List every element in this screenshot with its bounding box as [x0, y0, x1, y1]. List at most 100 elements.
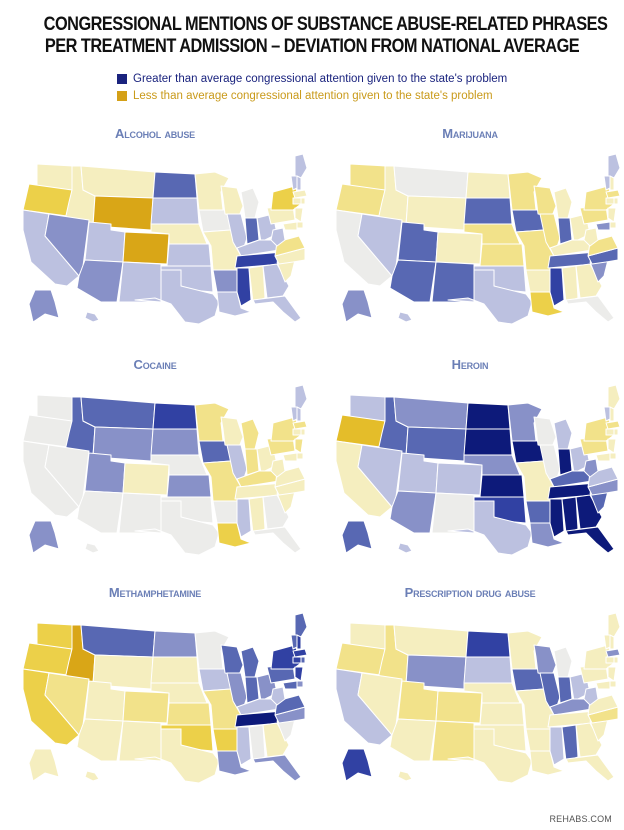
state-az: [389, 259, 437, 303]
state-in: [244, 217, 260, 245]
state-mi: [240, 646, 260, 678]
state-ri: [300, 428, 306, 436]
state-de: [609, 452, 617, 460]
state-az: [76, 259, 124, 303]
state-wi: [220, 416, 244, 448]
state-ga: [575, 263, 603, 299]
map-marijuana: [335, 153, 621, 325]
legend: Greater than average congressional atten…: [117, 70, 507, 104]
state-ma: [605, 420, 621, 430]
state-ri: [300, 197, 306, 205]
state-co: [122, 231, 170, 265]
state-nj: [294, 207, 304, 223]
state-ak: [28, 748, 60, 782]
state-me: [607, 384, 621, 410]
map-alcohol-abuse: [22, 153, 308, 325]
map-prescription-drug-abuse: [335, 612, 621, 784]
source-credit: REHABS.COM: [549, 814, 612, 824]
state-ms: [549, 726, 565, 766]
state-fl: [252, 754, 302, 782]
state-wi: [220, 185, 244, 217]
state-md: [595, 680, 611, 690]
state-al: [561, 496, 579, 534]
state-wi: [533, 416, 557, 448]
state-wv: [270, 227, 286, 247]
state-co: [122, 462, 170, 496]
map-title-marijuana: Marijuana: [442, 126, 498, 141]
state-wv: [270, 458, 286, 478]
state-ga: [262, 722, 290, 758]
state-nj: [294, 438, 304, 454]
state-nm: [118, 261, 162, 303]
map-heroin: [335, 384, 621, 556]
state-hi: [397, 311, 413, 323]
state-fl: [565, 754, 615, 782]
state-ms: [236, 498, 252, 538]
state-fl: [565, 526, 615, 554]
state-wi: [533, 644, 557, 676]
map-title-prescription-drug-abuse: Prescription drug abuse: [404, 585, 536, 600]
state-sd: [463, 197, 513, 225]
state-ri: [613, 197, 619, 205]
state-co: [122, 690, 170, 724]
state-nh: [296, 634, 302, 650]
state-ga: [262, 263, 290, 299]
state-mt: [393, 624, 469, 658]
state-de: [296, 221, 304, 229]
state-ct: [605, 197, 615, 205]
state-ks: [479, 702, 525, 726]
state-wi: [220, 644, 244, 676]
state-hi: [84, 311, 100, 323]
state-mt: [80, 396, 156, 430]
state-ks: [479, 474, 525, 498]
state-nh: [609, 406, 615, 422]
state-nd: [465, 402, 511, 430]
state-tx: [134, 500, 220, 556]
state-nh: [296, 406, 302, 422]
state-tx: [447, 500, 533, 556]
map-methamphetamine: [22, 612, 308, 784]
legend-item-less: Less than average congressional attentio…: [117, 87, 507, 104]
state-mt: [80, 165, 156, 199]
state-az: [76, 490, 124, 534]
state-ar: [525, 269, 551, 293]
state-mi: [240, 418, 260, 450]
state-nh: [609, 175, 615, 191]
state-ri: [300, 656, 306, 664]
state-tx: [447, 269, 533, 325]
state-ct: [292, 656, 302, 664]
legend-swatch-greater: [117, 73, 127, 84]
state-nm: [118, 720, 162, 762]
state-co: [435, 462, 483, 496]
state-nd: [152, 402, 198, 430]
state-de: [609, 221, 617, 229]
state-in: [557, 448, 573, 476]
state-ks: [166, 702, 212, 726]
state-nh: [296, 175, 302, 191]
state-hi: [397, 770, 413, 782]
state-mi: [553, 187, 573, 219]
map-title-methamphetamine: Methamphetamine: [108, 585, 202, 600]
state-me: [607, 153, 621, 179]
state-ak: [341, 289, 373, 323]
state-al: [248, 496, 266, 534]
state-ma: [292, 420, 308, 430]
state-me: [607, 612, 621, 638]
state-nm: [431, 720, 475, 762]
map-title-heroin: Heroin: [451, 357, 489, 372]
state-tx: [447, 728, 533, 784]
state-mi: [240, 187, 260, 219]
state-fl: [252, 526, 302, 554]
state-wv: [583, 458, 599, 478]
state-nd: [152, 630, 198, 658]
state-de: [609, 680, 617, 688]
state-ma: [292, 648, 308, 658]
state-fl: [565, 295, 615, 323]
state-ma: [292, 189, 308, 199]
map-cocaine: [22, 384, 308, 556]
state-co: [435, 231, 483, 265]
state-wv: [583, 686, 599, 706]
state-nm: [118, 492, 162, 534]
state-ks: [479, 243, 525, 267]
state-ak: [341, 748, 373, 782]
